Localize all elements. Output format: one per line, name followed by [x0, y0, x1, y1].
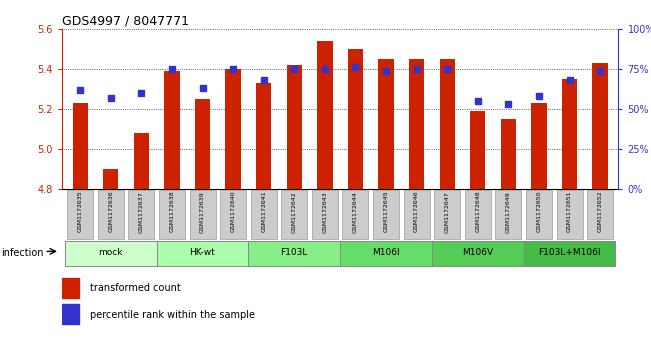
Point: [503, 101, 514, 107]
Text: GSM1172646: GSM1172646: [414, 191, 419, 232]
Bar: [501, 119, 516, 189]
FancyBboxPatch shape: [220, 190, 246, 238]
FancyBboxPatch shape: [312, 190, 338, 238]
FancyBboxPatch shape: [557, 190, 583, 238]
Text: F103L+M106I: F103L+M106I: [538, 248, 601, 257]
Point: [75, 87, 85, 93]
Bar: [378, 59, 394, 189]
Point: [411, 66, 422, 72]
Point: [381, 68, 391, 73]
FancyBboxPatch shape: [281, 190, 307, 238]
FancyBboxPatch shape: [159, 190, 185, 238]
Text: GDS4997 / 8047771: GDS4997 / 8047771: [62, 15, 189, 28]
Point: [473, 98, 483, 104]
Point: [350, 65, 361, 70]
Point: [534, 93, 544, 99]
Bar: [439, 59, 455, 189]
Text: GSM1172648: GSM1172648: [475, 191, 480, 232]
Text: GSM1172640: GSM1172640: [230, 191, 236, 232]
Point: [258, 77, 269, 83]
FancyBboxPatch shape: [587, 190, 613, 238]
Text: GSM1172639: GSM1172639: [200, 191, 205, 233]
Text: GSM1172641: GSM1172641: [261, 191, 266, 232]
FancyBboxPatch shape: [495, 190, 521, 238]
Text: GSM1172635: GSM1172635: [77, 191, 83, 232]
Bar: [164, 71, 180, 189]
FancyBboxPatch shape: [523, 241, 615, 266]
Text: transformed count: transformed count: [90, 284, 180, 293]
Text: F103L: F103L: [281, 248, 308, 257]
Point: [105, 95, 116, 101]
Text: infection: infection: [1, 248, 43, 258]
Text: GSM1172647: GSM1172647: [445, 191, 450, 233]
Bar: [592, 63, 608, 189]
Text: M106V: M106V: [462, 248, 493, 257]
FancyBboxPatch shape: [157, 241, 249, 266]
Bar: [409, 59, 424, 189]
Bar: [62, 304, 79, 325]
Bar: [531, 103, 547, 189]
Point: [197, 85, 208, 91]
Point: [289, 66, 299, 72]
FancyBboxPatch shape: [526, 190, 552, 238]
FancyBboxPatch shape: [98, 190, 124, 238]
Text: GSM1172644: GSM1172644: [353, 191, 358, 233]
Point: [595, 68, 605, 73]
Bar: [195, 99, 210, 189]
FancyBboxPatch shape: [465, 190, 491, 238]
Bar: [225, 69, 241, 189]
Point: [167, 66, 177, 72]
Bar: [286, 65, 302, 189]
FancyBboxPatch shape: [340, 241, 432, 266]
FancyBboxPatch shape: [65, 241, 157, 266]
Bar: [133, 133, 149, 189]
Text: percentile rank within the sample: percentile rank within the sample: [90, 310, 255, 319]
Text: GSM1172652: GSM1172652: [598, 191, 603, 232]
FancyBboxPatch shape: [128, 190, 154, 238]
Bar: [470, 111, 486, 189]
Point: [228, 66, 238, 72]
FancyBboxPatch shape: [189, 190, 215, 238]
Bar: [62, 278, 79, 298]
Text: mock: mock: [98, 248, 123, 257]
FancyBboxPatch shape: [373, 190, 399, 238]
FancyBboxPatch shape: [249, 241, 340, 266]
Text: M106I: M106I: [372, 248, 400, 257]
Text: GSM1172637: GSM1172637: [139, 191, 144, 233]
Bar: [72, 103, 88, 189]
FancyBboxPatch shape: [432, 241, 523, 266]
FancyBboxPatch shape: [67, 190, 93, 238]
Text: GSM1172650: GSM1172650: [536, 191, 542, 232]
Text: HK-wt: HK-wt: [189, 248, 215, 257]
FancyBboxPatch shape: [342, 190, 368, 238]
Bar: [103, 169, 118, 189]
Text: GSM1172642: GSM1172642: [292, 191, 297, 233]
FancyBboxPatch shape: [434, 190, 460, 238]
Bar: [348, 49, 363, 189]
Point: [320, 66, 330, 72]
Point: [564, 77, 575, 83]
FancyBboxPatch shape: [404, 190, 430, 238]
Text: GSM1172649: GSM1172649: [506, 191, 511, 233]
FancyBboxPatch shape: [251, 190, 277, 238]
Bar: [317, 41, 333, 189]
Bar: [256, 83, 271, 189]
Text: GSM1172643: GSM1172643: [322, 191, 327, 233]
Point: [442, 66, 452, 72]
Point: [136, 90, 146, 96]
Bar: [562, 79, 577, 189]
Text: GSM1172651: GSM1172651: [567, 191, 572, 232]
Text: GSM1172638: GSM1172638: [169, 191, 174, 232]
Text: GSM1172636: GSM1172636: [108, 191, 113, 232]
Text: GSM1172645: GSM1172645: [383, 191, 389, 232]
